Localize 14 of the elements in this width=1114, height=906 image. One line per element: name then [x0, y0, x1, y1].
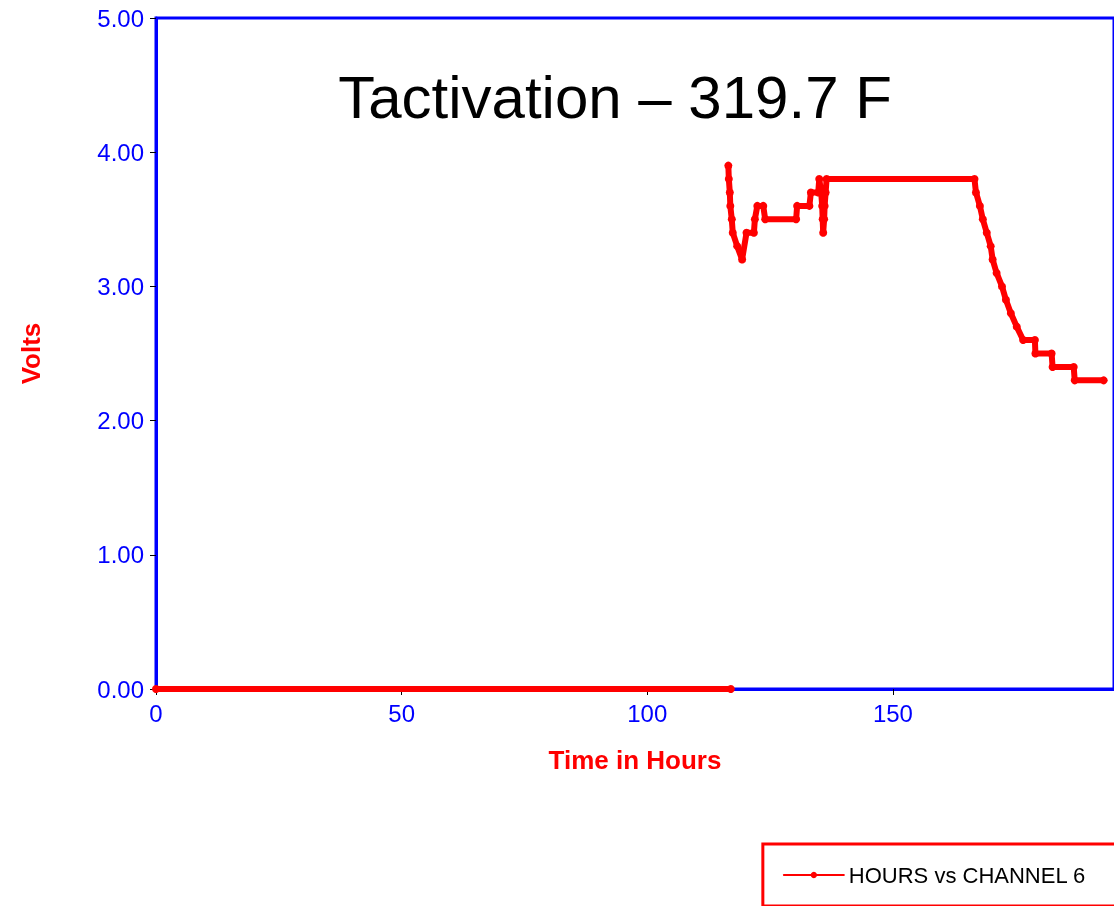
- x-tick-label: 0: [149, 699, 163, 727]
- legend-label: HOURS vs CHANNEL 6: [848, 862, 1086, 888]
- x-tick-label: 50: [388, 699, 415, 727]
- x-tick-label: 100: [627, 699, 668, 727]
- y-tick-label: 4.00: [97, 138, 144, 166]
- y-tick-label: 2.00: [97, 407, 144, 435]
- y-tick-label: 1.00: [97, 541, 144, 569]
- y-axis-title: Volts: [16, 322, 46, 385]
- x-axis-title: Time in Hours: [548, 745, 722, 775]
- y-tick-label: 0.00: [97, 675, 144, 703]
- x-tick-label: 150: [872, 699, 913, 727]
- text: Tactivation – 319.7 F: [338, 63, 892, 131]
- y-tick-label: 3.00: [97, 272, 144, 300]
- y-tick-label: 5.00: [97, 4, 144, 32]
